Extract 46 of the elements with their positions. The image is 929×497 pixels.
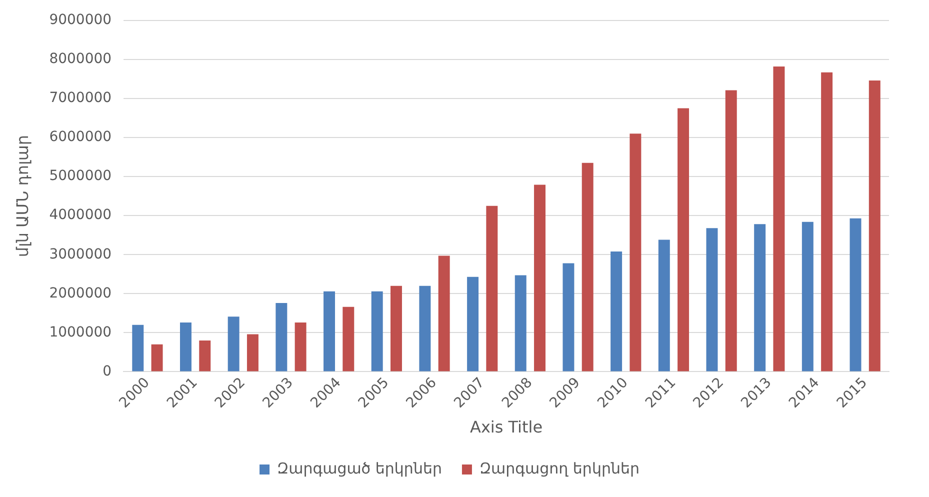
- bar: [151, 344, 163, 372]
- bar: [706, 228, 718, 372]
- bar: [486, 206, 498, 372]
- y-tick-label: 6000000: [49, 129, 112, 146]
- bar: [725, 90, 737, 372]
- bar: [294, 322, 306, 372]
- legend-label: Զարգացող երկրներ: [479, 459, 640, 478]
- y-tick-label: 5000000: [49, 168, 112, 184]
- y-tick-label: 8000000: [49, 51, 112, 68]
- x-axis-title: Axis Title: [470, 418, 543, 437]
- y-tick-label: 7000000: [49, 90, 112, 106]
- y-tick-label: 4000000: [49, 207, 112, 224]
- bar: [630, 134, 642, 372]
- bar: [342, 306, 354, 372]
- y-axis-title: մլն ԱՄՆ դոլար: [12, 134, 32, 258]
- bar: [228, 316, 240, 372]
- bar: [678, 108, 690, 372]
- bar: [821, 72, 833, 372]
- bar: [534, 184, 546, 372]
- bar: [868, 80, 880, 372]
- bar: [562, 263, 574, 372]
- y-tick-label: 1000000: [49, 324, 112, 340]
- bar: [180, 322, 192, 372]
- bar: [324, 291, 336, 372]
- bar: [438, 256, 450, 372]
- bar: [850, 218, 862, 372]
- bar: [773, 66, 785, 372]
- bar: [658, 240, 670, 372]
- y-tick-label: 9000000: [49, 12, 112, 28]
- y-tick-label: 3000000: [49, 246, 112, 262]
- bar: [390, 286, 402, 372]
- bar: [419, 286, 431, 372]
- bar: [514, 275, 526, 372]
- y-tick-label: 0: [102, 363, 112, 380]
- bar: [802, 222, 814, 372]
- bar: [246, 334, 258, 372]
- legend-label: Զարգացած երկրներ: [277, 459, 442, 478]
- bar: [582, 162, 594, 372]
- bar: [199, 340, 211, 372]
- bar: [276, 303, 288, 372]
- bar: [754, 224, 766, 372]
- bar: [610, 251, 622, 372]
- bar: [371, 291, 383, 372]
- bar: [467, 276, 479, 372]
- bar: [132, 324, 144, 372]
- y-tick-label: 2000000: [49, 285, 112, 302]
